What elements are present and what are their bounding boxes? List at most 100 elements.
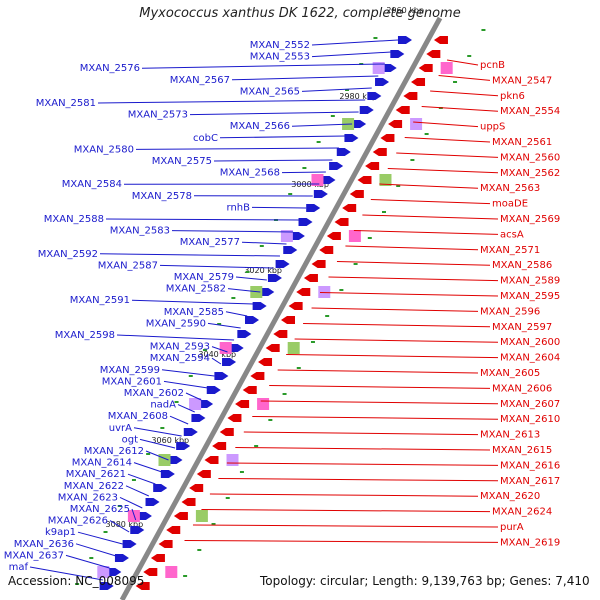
label-connector-right [328, 276, 499, 282]
gene-label-left: MXAN_2585 [164, 307, 224, 318]
forward-gene-glyph [306, 204, 321, 212]
forward-gene-glyph [130, 526, 145, 534]
forward-gene-glyph [183, 428, 198, 436]
label-connector-left [169, 415, 189, 425]
label-connector-left [141, 63, 385, 69]
forward-gene-glyph [114, 554, 129, 562]
gene-block [440, 62, 453, 74]
gene-label-left: MXAN_2625 [70, 504, 130, 515]
forward-gene-glyph [283, 246, 298, 254]
label-connector-left [281, 171, 326, 174]
reverse-gene-glyph [395, 106, 410, 114]
reverse-gene-glyph [418, 64, 433, 72]
gene-block [226, 454, 239, 466]
gene-label-right: MXAN_2596 [480, 306, 540, 317]
label-connector-right [243, 431, 479, 436]
forward-gene-glyph [107, 568, 122, 576]
forward-gene-glyph [382, 64, 397, 72]
reverse-gene-glyph [380, 134, 395, 142]
gene-label-left: MXAN_2581 [36, 98, 96, 109]
reverse-gene-glyph [166, 526, 181, 534]
label-connector-right [209, 493, 479, 497]
forward-gene-glyph [260, 288, 275, 296]
forward-gene-glyph [336, 148, 351, 156]
label-connector-right [218, 478, 499, 482]
gene-label-left: MXAN_2622 [64, 481, 124, 492]
gene-label-left: MXAN_2612 [84, 446, 144, 457]
gene-label-left: ogt [122, 434, 138, 445]
gene-block [195, 510, 208, 522]
label-connector-left [99, 253, 280, 257]
gene-block [318, 286, 331, 298]
forward-gene-glyph [267, 274, 282, 282]
gene-block [257, 398, 270, 410]
gene-label-left: MXAN_2583 [110, 226, 170, 237]
forward-gene-glyph [359, 106, 374, 114]
forward-gene-glyph [229, 344, 244, 352]
label-connector-right [336, 261, 491, 266]
label-connector-left [145, 450, 169, 461]
label-connector-right [192, 524, 499, 528]
reverse-gene-glyph [280, 316, 295, 324]
label-connector-left [125, 485, 150, 497]
gene-block [280, 230, 293, 242]
label-connector-right [370, 199, 491, 205]
reverse-gene-glyph [426, 50, 441, 58]
gene-block [219, 342, 232, 354]
map-title: Myxococcus xanthus DK 1622, complete gen… [139, 6, 461, 21]
reverse-gene-glyph [227, 414, 242, 422]
kbp-mark: 3080 kbp [106, 520, 144, 529]
label-connector-left [133, 462, 163, 473]
forward-gene-glyph [313, 190, 328, 198]
label-connector-left [159, 264, 274, 269]
label-connector-right [260, 400, 499, 405]
forward-gene-glyph [390, 50, 405, 58]
gene-label-right: MXAN_2616 [500, 460, 560, 471]
gene-label-right: MXAN_2619 [500, 537, 560, 548]
label-connector-left [177, 404, 195, 413]
label-connector-left [301, 87, 372, 92]
label-connector-left [127, 473, 156, 485]
label-connector-left [77, 531, 123, 545]
reverse-gene-glyph [433, 36, 448, 44]
label-connector-right [413, 121, 479, 128]
genome-backbone [119, 16, 443, 600]
label-connector-left [211, 346, 228, 353]
label-connector-left [131, 299, 254, 305]
gene-label-right: MXAN_2620 [480, 491, 540, 502]
label-connector-left [105, 218, 300, 221]
reverse-gene-glyph [219, 428, 234, 436]
gene-label-left: MXAN_2621 [66, 469, 126, 480]
gene-block [287, 342, 300, 354]
forward-gene-glyph [244, 316, 259, 324]
forward-gene-glyph [290, 232, 305, 240]
label-connector-right [226, 462, 499, 466]
label-connector-right [320, 292, 499, 297]
reverse-gene-glyph [319, 246, 334, 254]
label-connector-left [251, 206, 307, 209]
forward-gene-glyph [252, 302, 267, 310]
label-connector-left [75, 543, 117, 557]
gene-label-right: MXAN_2561 [492, 137, 552, 148]
reverse-gene-glyph [235, 400, 250, 408]
forward-gene-glyph [344, 134, 359, 142]
reverse-gene-glyph [181, 498, 196, 506]
label-connector-left [109, 520, 130, 533]
label-connector-right [286, 354, 499, 359]
label-connector-left [219, 135, 346, 139]
gene-label-right: MXAN_2589 [500, 276, 560, 287]
label-connector-left [213, 159, 333, 162]
label-connector-left [225, 311, 248, 317]
gene-label-left: MXAN_2626 [48, 516, 108, 527]
forward-gene-glyph [99, 582, 114, 590]
reverse-gene-glyph [311, 260, 326, 268]
reverse-gene-glyph [150, 554, 165, 562]
label-connector-left [235, 276, 267, 281]
kbp-mark: 2980 kbp [339, 92, 377, 101]
label-connector-right [235, 447, 491, 451]
gene-block [348, 230, 361, 242]
label-connector-right [311, 307, 479, 312]
gene-label-left: MXAN_2614 [72, 458, 132, 469]
gene-label-right: MXAN_2613 [480, 430, 540, 441]
label-connector-left [161, 369, 215, 377]
